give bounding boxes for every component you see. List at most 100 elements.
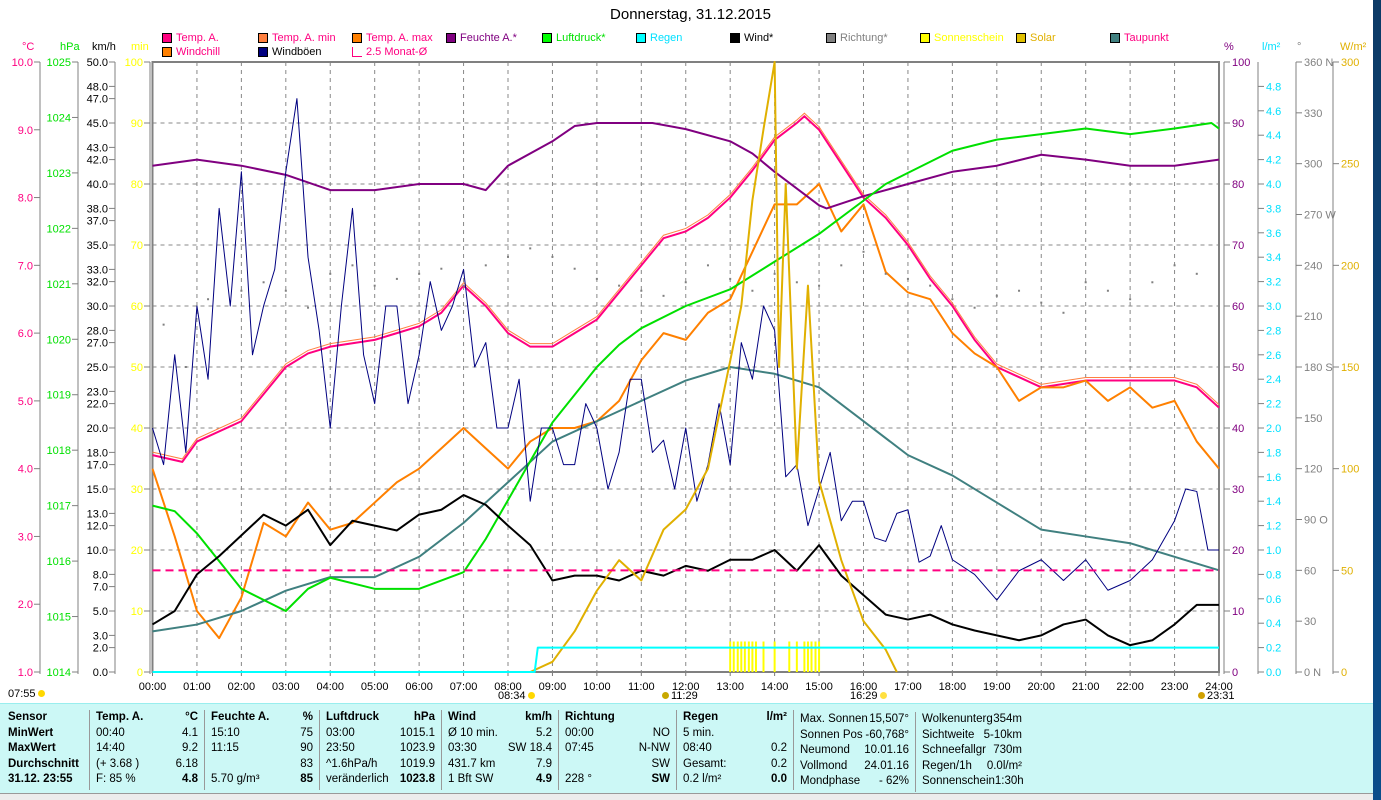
direction-dot	[618, 284, 621, 287]
axis-tick-label: 1017	[47, 501, 71, 513]
x-tick-label: 16:00	[850, 681, 878, 693]
axis-tick-label: 90	[1232, 118, 1244, 130]
stats-label: Mondphase	[800, 775, 861, 787]
legend-label: Sonnenschein	[934, 32, 1004, 44]
axis-tick-label: 60	[1232, 301, 1244, 313]
x-tick-label: 12:00	[672, 681, 700, 693]
stats-value: 0.0l/m²	[986, 759, 1022, 772]
stats-label: Wolkenunterg	[922, 713, 993, 725]
stats-header: Regen l/m²	[683, 710, 787, 726]
axis-tick-label: 7.0	[18, 260, 33, 272]
stats-label: Regen/1h	[922, 759, 972, 772]
axis-tick-label: 0.2	[1266, 643, 1281, 655]
axis-tick-label: 28.0	[87, 325, 108, 337]
stats-label: 228 °	[565, 773, 592, 785]
axis-tick-label: 1015	[47, 612, 71, 624]
stats-header: Richtung	[565, 710, 670, 726]
axis-tick-label: 1019	[47, 390, 71, 402]
stats-value: 354m	[993, 713, 1022, 725]
stats-value: 730m	[993, 744, 1022, 756]
axis-tick-label: 1024	[47, 112, 71, 124]
axis-tick-label: 20	[131, 545, 143, 557]
axis-tick-label: 210	[1304, 311, 1322, 323]
x-tick-label: 24:00	[1205, 681, 1233, 693]
direction-dot	[507, 255, 509, 258]
axis-tick-label: 10	[131, 606, 143, 618]
legend-label: 2.5 Monat-Ø	[366, 46, 428, 58]
stats-row: ^1.6hPa/h 1019.9	[326, 757, 435, 773]
axis-tick-label: 180 S	[1304, 362, 1333, 374]
legend-label: Regen	[650, 32, 683, 44]
direction-dot	[184, 366, 187, 368]
axis-tick-label: 2.8	[1266, 325, 1281, 337]
x-tick-label: 14:00	[761, 681, 789, 693]
stats-label: 431.7 km	[448, 757, 496, 770]
legend-swatch	[162, 47, 172, 57]
axis-tick-label: 1.0	[18, 667, 33, 679]
axis-tick-label: 10	[1232, 606, 1244, 618]
axis-unit-min: min	[131, 41, 149, 53]
stats-column-astro: Max. Sonnen 15,507° Sonnen Pos -60,768° Neum…	[794, 712, 916, 792]
axis-tick-label: 30	[131, 484, 143, 496]
stats-header-label: Richtung	[565, 711, 615, 723]
stats-value: 4.9	[536, 773, 552, 785]
status-bar	[0, 793, 1373, 800]
stats-header-label: Luftdruck	[326, 711, 380, 723]
stats-row: 1 Bft SW 4.9	[448, 772, 552, 788]
stats-value: 0.2	[771, 757, 787, 770]
direction-dot	[906, 277, 909, 280]
axis-tick-label: 60	[131, 301, 143, 313]
x-tick-label: 03:00	[272, 681, 300, 693]
axis-tick-label: 40	[1232, 423, 1244, 435]
axis-tick-label: 1.4	[1266, 496, 1281, 508]
axis-tick-label: 30	[1232, 484, 1244, 496]
axis-tick-label: 42.0	[87, 155, 108, 167]
stats-row: Wolkenunterg 354m	[922, 712, 1022, 728]
direction-dot	[484, 264, 487, 267]
axis-tick-label: 6.0	[18, 328, 33, 340]
time-marker: 07:55	[8, 688, 47, 700]
x-tick-label: 15:00	[805, 681, 833, 693]
axis-tick-label: 10.0	[87, 545, 108, 557]
axis-tick-label: 1025	[47, 57, 71, 69]
axis-tick-label: 30.0	[87, 301, 108, 313]
stats-row: Sonnen Pos -60,768°	[800, 728, 909, 744]
time-marker: 23:31	[1196, 690, 1235, 702]
windb-en-line	[152, 98, 1219, 601]
stats-row: MaxWert	[8, 741, 83, 757]
axis-unit-dir: °	[1297, 41, 1301, 53]
legend-swatch	[446, 33, 456, 43]
axis-tick-label: 60	[1304, 565, 1316, 577]
stats-label: 15:10	[211, 726, 240, 739]
time-marker-label: 23:31	[1207, 690, 1235, 702]
direction-dot	[329, 272, 332, 275]
x-tick-label: 07:00	[450, 681, 478, 693]
axis-tick-label: 270 W	[1304, 210, 1336, 222]
direction-dot	[1062, 311, 1065, 314]
direction-dot	[284, 289, 287, 292]
axis-tick-label: 18.0	[87, 447, 108, 459]
stats-value: 24.01.16	[864, 759, 909, 772]
legend-label: Solar	[1030, 32, 1056, 44]
direction-dot	[795, 281, 798, 284]
stats-row: Max. Sonnen 15,507°	[800, 712, 909, 728]
axis-tick-label: 70	[131, 240, 143, 252]
stats-value: SW 18.4	[507, 742, 552, 754]
luftdruck-line	[152, 122, 1220, 612]
stats-label: 08:40	[683, 742, 712, 754]
x-tick-label: 18:00	[939, 681, 967, 693]
axis-tick-label: 12.0	[87, 521, 108, 533]
time-marker-label: 16:29	[850, 690, 878, 702]
stats-header-label: Regen	[683, 711, 719, 723]
legend-swatch	[258, 47, 268, 57]
legend-swatch	[1110, 33, 1120, 43]
legend-label: Temp. A. max	[366, 32, 433, 44]
axis-tick-label: 0.6	[1266, 594, 1281, 606]
legend-swatch	[352, 47, 362, 57]
axis-unit-rain: l/m²	[1262, 41, 1281, 53]
stats-panel: Sensor MinWert MaxWert Durchschnitt 31.12. 2…	[0, 703, 1373, 793]
axis-tick-label: 0 N	[1304, 667, 1321, 679]
direction-dot	[1129, 298, 1132, 301]
axis-tick-label: 3.4	[1266, 252, 1281, 264]
stats-label: (+ 3.68 )	[96, 757, 140, 770]
